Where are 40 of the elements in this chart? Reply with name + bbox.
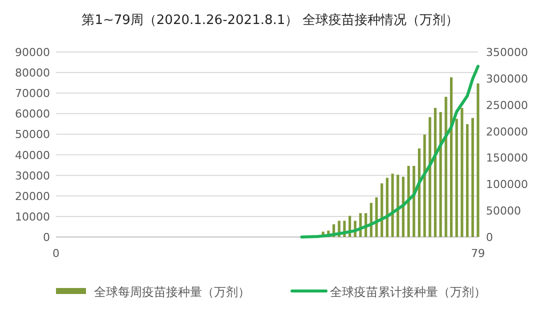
bar [471, 118, 474, 237]
bar [396, 174, 400, 237]
y2-tick-label: 250000 [486, 98, 528, 112]
y2-tick-label: 300000 [486, 72, 528, 86]
y-tick-label: 30000 [15, 169, 50, 182]
bar [434, 108, 437, 237]
y-tick-label: 70000 [15, 87, 50, 100]
line-series [300, 64, 480, 238]
y-tick-label: 90000 [15, 46, 50, 59]
bar [375, 197, 378, 237]
bar [450, 77, 453, 237]
x-tick-label: 79 [471, 247, 485, 260]
bar [444, 96, 448, 237]
bar [391, 174, 394, 237]
y-tick-label: 40000 [15, 148, 50, 162]
y2-tick-label: 100000 [486, 178, 528, 192]
bar [428, 117, 432, 237]
y-tick-label: 80000 [15, 66, 50, 80]
chart-title: 第1~79周（2020.1.26-2021.8.1） 全球疫苗接种情况（万剂） [82, 12, 458, 28]
legend-label: 全球每周疫苗接种量（万剂） [94, 285, 250, 299]
bar [476, 83, 480, 237]
y-tick-label: 10000 [15, 210, 50, 224]
bar [423, 134, 426, 237]
y2-tick-label: 350000 [486, 46, 528, 59]
bar [455, 118, 458, 237]
legend-label: 全球疫苗累计接种量（万剂） [330, 285, 486, 299]
bar [380, 183, 384, 237]
bar [460, 108, 464, 237]
bar [386, 178, 388, 237]
y2-tick-label: 200000 [486, 125, 528, 138]
y2-tick-label: 50000 [486, 204, 521, 218]
bar [407, 166, 410, 237]
y-tick-label: 50000 [15, 128, 50, 142]
y2-tick-label: 150000 [486, 152, 528, 165]
bar [466, 124, 469, 237]
y2-tick-label: 0 [486, 231, 493, 244]
y-tick-label: 20000 [15, 190, 50, 203]
bar [439, 112, 442, 237]
y-tick-label: 60000 [15, 108, 50, 121]
y-tick-label: 0 [43, 231, 50, 244]
